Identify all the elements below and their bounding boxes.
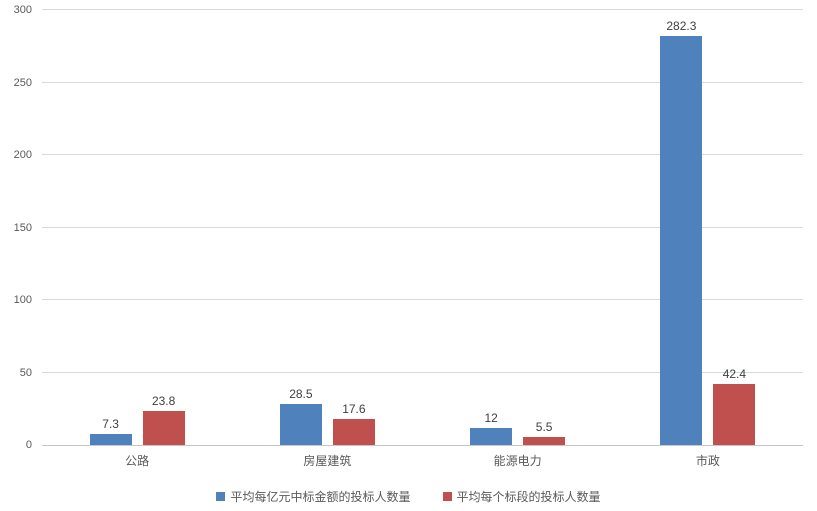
data-label: 28.5 [289,386,313,401]
gridline-250 [42,81,803,83]
y-tick-label: 300 [13,4,32,16]
gridline-50 [42,371,803,373]
bar-group-fangwujianzhu: 28.5 17.6 [279,10,375,445]
bar-group-shizheng: 282.3 42.4 [660,10,756,445]
data-label: 5.5 [535,420,553,435]
legend-label: 平均每个标段的投标人数量 [456,490,601,504]
legend-item-series2: 平均每个标段的投标人数量 [442,488,601,505]
data-label: 7.3 [102,417,119,432]
y-tick-label: 150 [13,221,32,234]
gridline-300 [42,9,803,10]
x-tick-label: 公路 [125,454,150,468]
bar-series2-gonglu: 23.8 [142,394,185,445]
bar-series1-gonglu: 7.3 [89,417,132,445]
data-label: 42.4 [722,366,747,381]
gridline-100 [42,299,803,301]
data-label: 17.6 [342,402,366,417]
y-tick-label: 100 [13,294,32,307]
y-tick-label: 0 [25,439,32,451]
legend: 平均每亿元中标金额的投标人数量 平均每个标段的投标人数量 [0,488,817,505]
legend-label: 平均每亿元中标金额的投标人数量 [230,490,411,504]
bar-series2-shizheng: 42.4 [713,367,756,445]
x-tick-label: 市政 [695,454,720,468]
bar-group-gonglu: 7.3 23.8 [89,10,185,445]
gridline-150 [42,226,803,228]
y-tick-label: 50 [19,366,32,379]
bar-groups: 7.3 23.8 28.5 17.6 12 5.5 [42,10,803,445]
y-axis: 0 50 100 150 200 250 300 [0,4,32,451]
bar-series2-fangwujianzhu: 17.6 [332,402,375,445]
legend-item-series1: 平均每亿元中标金额的投标人数量 [216,488,411,505]
data-label: 12 [484,410,498,425]
y-tick-label: 200 [13,149,32,161]
gridline-200 [42,154,803,155]
bar-group-nengyuandianli: 12 5.5 [470,10,566,445]
data-label: 282.3 [666,18,697,33]
x-tick-label: 房屋建筑 [303,454,352,468]
bar-series1-nengyuandianli: 12 [470,411,513,445]
legend-swatch-red [442,492,452,501]
x-tick-label: 能源电力 [493,454,542,468]
bar-series2-nengyuandianli: 5.5 [523,420,566,445]
data-label: 23.8 [151,393,176,408]
legend-swatch-blue [216,492,226,501]
x-axis-labels: 公路 房屋建筑 能源电力 市政 [42,452,803,469]
x-axis-line [42,445,803,446]
plot-area: 7.3 23.8 28.5 17.6 12 5.5 [42,9,803,446]
y-tick-label: 250 [13,76,32,89]
bar-series1-fangwujianzhu: 28.5 [279,387,322,445]
bar-series1-shizheng: 282.3 [660,19,703,445]
